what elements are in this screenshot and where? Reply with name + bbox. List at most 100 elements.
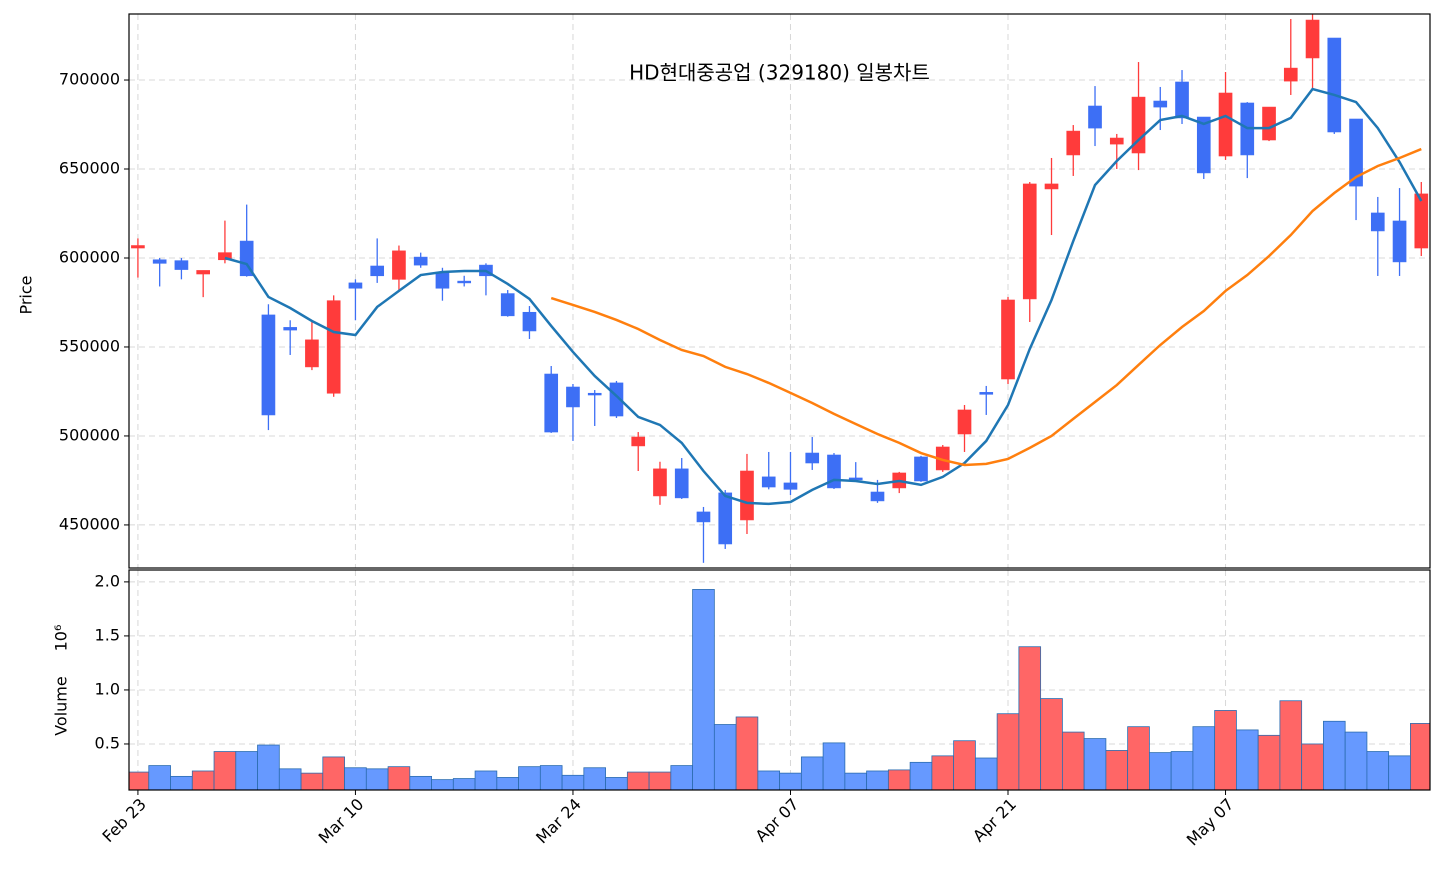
candle-body (914, 456, 928, 482)
volume-bar (539, 765, 563, 790)
volume-bar (822, 742, 846, 790)
volume-bar (1170, 751, 1194, 790)
volume-bar (974, 757, 998, 790)
volume-bar (1040, 698, 1063, 790)
candle-body (740, 470, 754, 521)
volume-bar (1192, 726, 1216, 790)
price-plot (129, 14, 1430, 568)
candle-body (718, 492, 733, 545)
volume-bar (844, 772, 868, 790)
candle-body (1283, 67, 1298, 82)
candle-body (457, 280, 472, 284)
candle-body (631, 436, 646, 447)
volume-bar (670, 765, 693, 790)
volume-bar (1214, 710, 1237, 790)
volume-bar (344, 767, 367, 790)
volume-plot (129, 570, 1430, 790)
volume-bar (452, 778, 476, 790)
volume-bar (583, 767, 606, 790)
candle-body (1305, 19, 1320, 59)
candle-body (1392, 220, 1407, 263)
y-tick-label: 0.5 (95, 733, 120, 752)
candle-body (1001, 299, 1015, 380)
moving-average-line (224, 87, 1423, 506)
y-axis-label: Volume (52, 676, 71, 736)
y-tick-label: 550000 (59, 336, 120, 355)
volume-bar (800, 756, 824, 790)
volume-bar (996, 713, 1020, 790)
y-tick-label: 1.0 (95, 679, 120, 698)
x-tick-label: Feb 23 (98, 795, 149, 846)
candle-body (1370, 212, 1385, 232)
volume-bar (1301, 743, 1324, 790)
chart-title: HD현대중공업 (329180) 일봉차트 (629, 61, 930, 85)
volume-bar (605, 777, 628, 790)
volume-bar (1257, 734, 1281, 790)
volume-bar (322, 756, 345, 790)
candle-body (783, 482, 798, 490)
volume-bar (779, 772, 802, 790)
x-tick-label: Mar 10 (315, 795, 368, 848)
candle-body (566, 386, 580, 408)
candle-body (1175, 81, 1189, 119)
candle-body (522, 311, 537, 332)
candle-body (979, 392, 994, 395)
volume-bar (1410, 723, 1430, 790)
volume-bar (757, 770, 781, 790)
y-tick-label: 650000 (59, 159, 120, 178)
price-frame (128, 13, 1431, 569)
candle-body (1066, 130, 1081, 156)
candle-body (870, 491, 885, 502)
y-tick-label: 2.0 (95, 571, 120, 590)
volume-bar (1083, 738, 1107, 790)
candle-body (1262, 106, 1276, 141)
volume-bar (496, 777, 519, 790)
x-tick-label: Mar 24 (532, 795, 585, 848)
x-tick-label: May 07 (1183, 795, 1238, 850)
volume-bar (1061, 731, 1085, 790)
y-tick-label: 700000 (59, 70, 120, 89)
volume-bar (648, 771, 672, 790)
moving-average-line (550, 147, 1422, 467)
candle-body (370, 265, 385, 277)
axis-offset-label: 10⁶ (52, 625, 71, 652)
candle-body (261, 314, 276, 416)
candle-body (305, 339, 319, 368)
volume-bar (129, 771, 150, 790)
candle-body (413, 256, 428, 266)
volume-bar (1366, 751, 1390, 790)
candle-body (761, 476, 776, 488)
x-tick-label: Apr 21 (969, 795, 1020, 846)
volume-bar (474, 770, 498, 790)
candle-body (587, 392, 602, 396)
candle-body (283, 327, 298, 331)
candle-body (653, 468, 667, 497)
volume-bar (518, 766, 541, 790)
x-tick-label: Apr 07 (751, 795, 802, 846)
volume-bar (191, 770, 215, 790)
volume-bar (213, 751, 237, 790)
y-tick-label: 450000 (59, 514, 120, 533)
candle-body (696, 511, 711, 523)
volume-bar (866, 770, 889, 790)
candle-body (1196, 116, 1211, 174)
candle-body (957, 409, 972, 435)
candle-body (1327, 37, 1342, 133)
candle-body (805, 452, 820, 464)
candle-body (1109, 137, 1124, 145)
volume-frame (128, 569, 1431, 791)
volume-bar (257, 744, 280, 790)
candle-body (348, 282, 363, 289)
candle-body (435, 271, 450, 289)
candle-body (1218, 92, 1233, 157)
candle-body (174, 260, 189, 270)
volume-bar (387, 766, 411, 790)
candle-body (1153, 100, 1168, 108)
candle-body (1044, 183, 1059, 190)
volume-bar (1323, 720, 1346, 790)
candle-body (196, 270, 211, 275)
y-tick-label: 1.5 (95, 625, 120, 644)
candle-body (674, 468, 689, 499)
volume-bar (300, 772, 324, 790)
